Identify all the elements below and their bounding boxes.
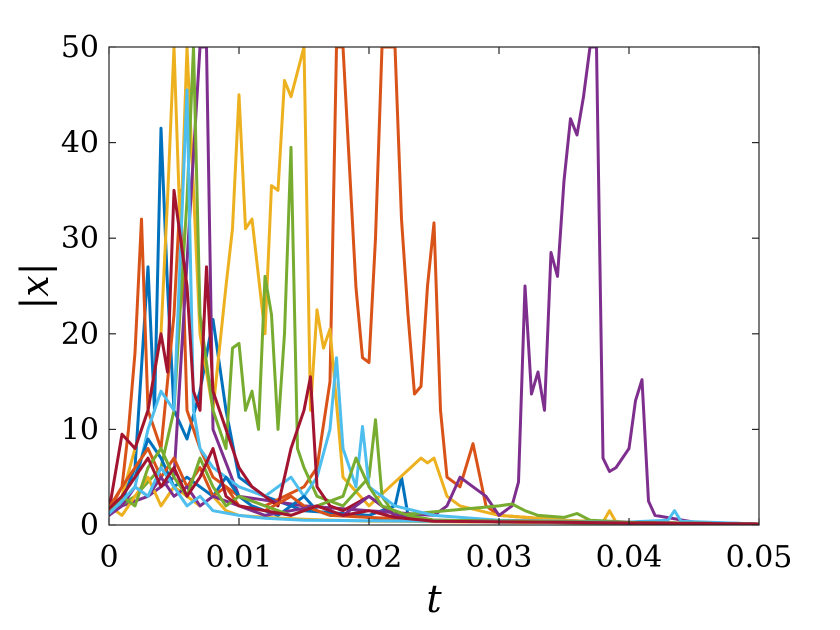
x-tick-label: 0 [99,540,118,575]
x-axis-label: t [426,577,442,621]
series-line [109,47,759,525]
x-tick-label: 0.05 [726,540,793,575]
y-tick-label: 40 [61,126,99,161]
series-line [109,447,759,525]
x-tick-label: 0.01 [206,540,273,575]
x-tick-label: 0.04 [596,540,663,575]
series-line [109,188,759,525]
y-tick-label: 10 [61,412,99,447]
series-line [109,466,759,525]
series-line [109,47,759,525]
series-line [109,447,759,525]
y-axis-label: |x| [13,262,57,309]
y-tick-label: 20 [61,317,99,352]
y-tick-label: 30 [61,221,99,256]
y-tick-label: 0 [80,508,99,543]
series-line [109,447,759,525]
x-tick-label: 0.02 [336,540,403,575]
plot-frame [108,46,760,526]
series-line [109,47,759,525]
x-tick-label: 0.03 [466,540,533,575]
y-tick-label: 50 [61,30,99,65]
plot-lines [109,47,759,525]
axes: 0 0.01 0.02 0.03 0.04 0.05 0 10 20 30 40 50 [61,30,793,575]
series-line [109,47,759,525]
